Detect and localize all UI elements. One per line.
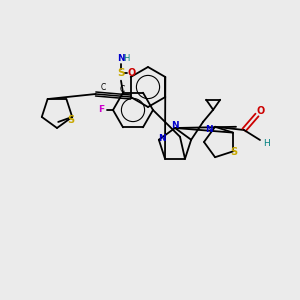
Text: F: F [98, 106, 104, 115]
Text: N: N [205, 125, 213, 134]
Text: O: O [257, 106, 265, 116]
Text: N: N [158, 134, 166, 143]
Text: C: C [101, 82, 106, 91]
Text: N: N [171, 121, 179, 130]
Text: H: H [123, 54, 129, 63]
Text: N: N [117, 54, 125, 63]
Text: H: H [262, 139, 269, 148]
Text: S: S [230, 147, 238, 157]
Text: O: O [128, 68, 136, 78]
Text: C: C [120, 85, 125, 94]
Text: S: S [68, 115, 75, 125]
Text: S: S [117, 68, 125, 78]
